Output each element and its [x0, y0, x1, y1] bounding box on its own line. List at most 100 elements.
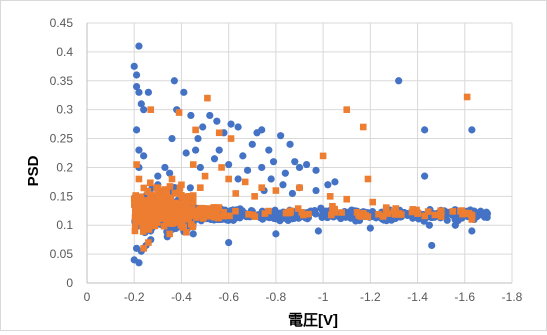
- data-point: [291, 158, 299, 166]
- data-point: [187, 220, 195, 228]
- data-point: [218, 164, 225, 171]
- data-point: [267, 175, 275, 183]
- data-point: [227, 120, 235, 128]
- data-point: [133, 199, 141, 207]
- data-point: [269, 158, 278, 166]
- data-point: [294, 205, 302, 212]
- data-point: [168, 202, 176, 209]
- data-point: [287, 207, 294, 215]
- data-point: [226, 212, 233, 220]
- data-point: [147, 179, 154, 187]
- data-point: [241, 178, 249, 186]
- data-point: [139, 223, 146, 230]
- data-point: [135, 175, 143, 183]
- data-point: [139, 228, 147, 235]
- data-point: [144, 188, 152, 196]
- data-point: [215, 214, 222, 222]
- data-point: [175, 109, 183, 116]
- data-point: [168, 175, 176, 183]
- data-point: [286, 140, 294, 148]
- data-point: [148, 202, 155, 209]
- data-point: [144, 88, 152, 96]
- data-point: [421, 172, 429, 180]
- data-point: [191, 209, 198, 217]
- data-point: [232, 190, 240, 197]
- data-point: [140, 245, 147, 252]
- data-point: [232, 207, 239, 215]
- data-point: [178, 200, 185, 208]
- data-point: [149, 211, 157, 219]
- data-point: [288, 189, 297, 198]
- series-square-markers: [130, 93, 476, 252]
- data-point: [375, 211, 382, 218]
- x-tick-label: -0.2: [124, 290, 145, 304]
- data-point: [281, 169, 289, 177]
- data-point: [449, 208, 457, 215]
- data-point: [251, 193, 258, 200]
- data-point: [311, 207, 319, 215]
- data-point: [159, 207, 167, 215]
- data-point: [437, 213, 445, 220]
- x-axis-label: 電圧[V]: [288, 312, 338, 329]
- data-point: [258, 184, 266, 191]
- data-point: [192, 146, 200, 154]
- data-point: [186, 184, 194, 192]
- data-point: [324, 181, 332, 189]
- data-point: [211, 213, 218, 221]
- x-tick-label: -0.8: [266, 290, 287, 304]
- data-point: [220, 208, 227, 216]
- y-tick-label: 0: [66, 276, 73, 290]
- data-point: [296, 184, 303, 191]
- data-point: [134, 216, 141, 223]
- data-point: [227, 135, 235, 142]
- x-tick-label: -1.8: [502, 290, 523, 304]
- data-point: [179, 193, 186, 201]
- data-point: [451, 221, 459, 229]
- data-point: [468, 216, 476, 223]
- data-point: [187, 111, 195, 120]
- data-point: [152, 204, 160, 212]
- data-point: [369, 198, 376, 206]
- data-point: [465, 209, 473, 217]
- data-point: [147, 191, 155, 199]
- data-point: [201, 172, 209, 180]
- data-point: [282, 209, 290, 217]
- data-point: [298, 208, 305, 216]
- data-point: [160, 222, 168, 230]
- data-point: [180, 223, 188, 231]
- x-tick-label: -1: [318, 290, 329, 304]
- data-point: [133, 161, 140, 168]
- y-tick-label: 0.05: [50, 247, 74, 261]
- data-point: [197, 184, 204, 191]
- y-tick-label: 0.4: [56, 45, 73, 59]
- data-point: [346, 210, 354, 219]
- data-point: [355, 212, 362, 219]
- data-point: [312, 186, 320, 195]
- data-point: [431, 211, 439, 219]
- x-tick-label: -1.2: [360, 290, 381, 304]
- data-point: [151, 222, 159, 230]
- y-tick-label: 0.3: [56, 103, 73, 117]
- data-point: [161, 186, 169, 193]
- data-point: [132, 208, 140, 216]
- data-point: [169, 220, 176, 227]
- data-point: [258, 163, 266, 172]
- data-point: [428, 241, 436, 250]
- data-point: [189, 198, 196, 206]
- data-point: [167, 195, 175, 203]
- data-point: [220, 212, 227, 220]
- data-point: [135, 42, 143, 50]
- data-point: [166, 183, 174, 190]
- data-point: [198, 205, 205, 212]
- data-point: [137, 100, 145, 108]
- data-point: [225, 238, 233, 247]
- data-point: [173, 218, 180, 225]
- data-point: [479, 210, 488, 218]
- data-point: [135, 88, 143, 96]
- data-point: [161, 163, 169, 172]
- data-point: [312, 166, 320, 174]
- data-point: [145, 223, 153, 231]
- data-point: [468, 126, 476, 134]
- data-point: [234, 123, 242, 131]
- data-point: [390, 207, 398, 215]
